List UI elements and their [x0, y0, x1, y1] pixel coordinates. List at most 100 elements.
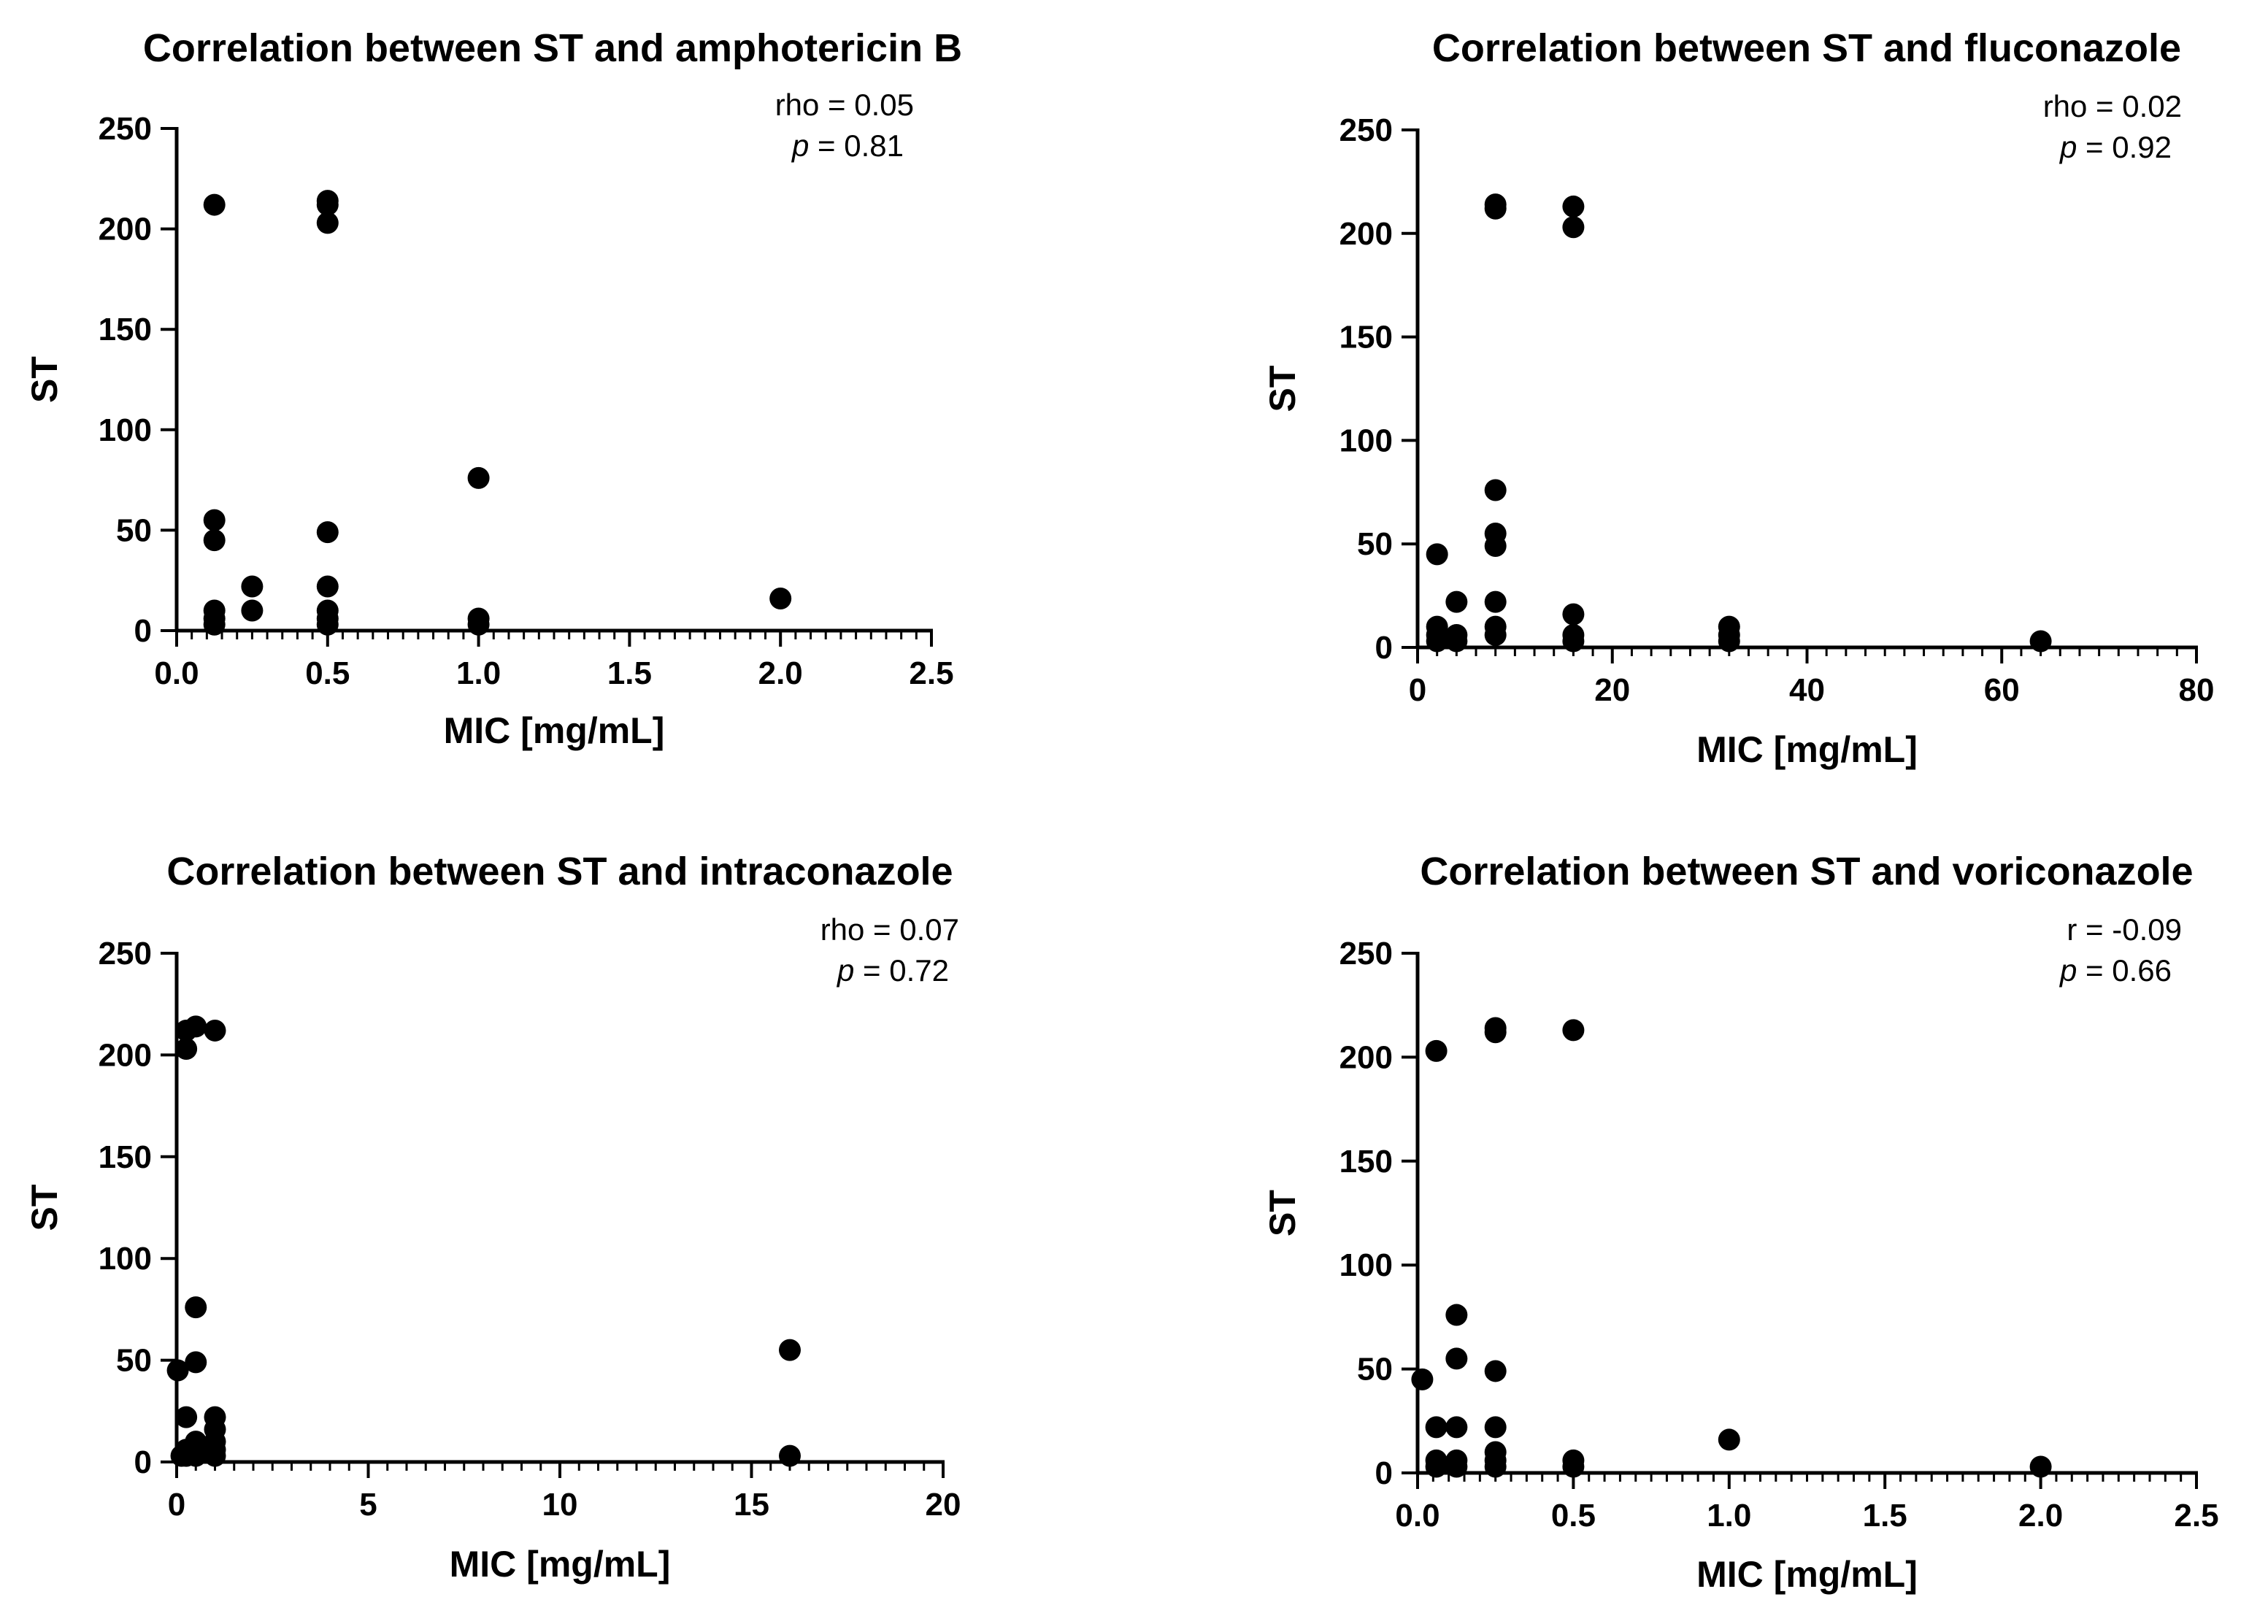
x-tick-label: 0.0	[154, 655, 199, 691]
x-tick-label: 2.5	[909, 655, 953, 691]
data-point	[203, 613, 226, 636]
y-tick-label: 50	[1357, 1352, 1393, 1388]
chart-title: Correlation between ST and amphotericin …	[143, 26, 962, 70]
data-point	[1718, 630, 1740, 653]
data-point	[1562, 603, 1585, 626]
x-tick-label: 80	[2179, 672, 2215, 708]
x-axis-label: MIC [mg/mL]	[1696, 1554, 1918, 1595]
correlation-coefficient: rho = 0.07	[820, 912, 959, 947]
data-point	[1484, 623, 1507, 646]
x-tick-label: 5	[359, 1487, 377, 1523]
data-point	[1484, 1455, 1507, 1478]
data-point	[316, 212, 339, 234]
data-point	[1562, 216, 1585, 239]
y-tick-label: 0	[134, 613, 152, 649]
y-tick-label: 50	[1357, 526, 1393, 562]
x-tick-label: 0	[1409, 672, 1426, 708]
y-tick-label: 200	[1339, 216, 1393, 252]
data-point	[1484, 479, 1507, 501]
y-tick-label: 50	[116, 512, 152, 548]
data-point	[185, 1296, 207, 1319]
y-tick-label: 100	[99, 412, 152, 448]
p-value: p = 0.66	[2059, 953, 2172, 988]
data-point	[316, 193, 339, 216]
y-tick-label: 250	[1339, 112, 1393, 148]
data-point	[1411, 1368, 1434, 1390]
data-point	[769, 587, 792, 609]
y-tick-label: 250	[99, 111, 152, 147]
y-axis-label: ST	[24, 356, 65, 403]
correlation-coefficient: rho = 0.02	[2043, 89, 2182, 123]
y-tick-label: 150	[1339, 1144, 1393, 1179]
p-value-number: = 0.81	[809, 128, 904, 163]
data-point	[2029, 1455, 2052, 1478]
data-point	[1562, 1455, 1585, 1478]
y-axis-label: ST	[1262, 1190, 1303, 1236]
chart-panel-3: Correlation between ST and intraconazole…	[24, 850, 961, 1585]
y-tick-label: 150	[99, 312, 152, 347]
x-tick-label: 1.5	[607, 655, 652, 691]
data-point	[1425, 1455, 1448, 1478]
data-point	[204, 1019, 226, 1042]
y-tick-label: 150	[99, 1139, 152, 1175]
x-tick-label: 0.0	[1395, 1498, 1439, 1533]
data-point	[185, 1015, 207, 1038]
correlation-coefficient: r = -0.09	[2067, 912, 2182, 947]
x-tick-label: 20	[926, 1487, 961, 1523]
y-tick-label: 100	[1339, 1247, 1393, 1283]
y-tick-label: 100	[1339, 423, 1393, 458]
data-point	[467, 613, 490, 636]
data-point	[1718, 1428, 1740, 1451]
x-tick-label: 1.5	[1863, 1498, 1907, 1533]
data-point	[1484, 1416, 1507, 1439]
data-point	[1425, 1416, 1448, 1439]
p-value-number: = 0.72	[854, 953, 949, 988]
y-tick-label: 0	[1375, 630, 1393, 666]
x-tick-label: 20	[1594, 672, 1630, 708]
chart-panel-2: Correlation between ST and fluconazole 0 2…	[1262, 26, 2214, 770]
data-point	[1562, 195, 1585, 218]
p-symbol: p	[2059, 130, 2077, 164]
chart-panel-4: Correlation between ST and voriconazole 0…	[1262, 850, 2219, 1595]
data-point	[316, 575, 339, 598]
x-tick-label: 1.0	[456, 655, 501, 691]
data-point	[204, 1444, 226, 1467]
data-point	[1484, 590, 1507, 613]
x-tick-label: 0.5	[305, 655, 350, 691]
data-point	[185, 1444, 207, 1467]
x-tick-label: 2.0	[758, 655, 803, 691]
y-tick-label: 50	[116, 1343, 152, 1379]
p-value: p = 0.92	[2059, 130, 2172, 164]
data-point	[203, 193, 226, 216]
data-point	[1445, 1455, 1468, 1478]
data-point	[1484, 535, 1507, 558]
y-tick-label: 0	[1375, 1455, 1393, 1491]
data-point	[1426, 543, 1448, 566]
x-tick-label: 40	[1789, 672, 1825, 708]
chart-title: Correlation between ST and voriconazole	[1420, 850, 2193, 893]
data-point	[166, 1359, 189, 1382]
data-point	[1445, 590, 1468, 613]
y-tick-label: 100	[99, 1241, 152, 1277]
y-tick-label: 150	[1339, 320, 1393, 355]
p-value-number: = 0.92	[2077, 130, 2172, 164]
x-axis-label: MIC [mg/mL]	[450, 1544, 671, 1585]
data-point	[2029, 630, 2052, 653]
data-point	[1445, 1416, 1468, 1439]
chart-panel-1: Correlation between ST and amphotericin …	[24, 26, 962, 751]
x-tick-label: 10	[542, 1487, 578, 1523]
data-point	[1445, 1304, 1468, 1326]
x-tick-label: 2.5	[2174, 1498, 2218, 1533]
x-axis-label: MIC [mg/mL]	[444, 710, 665, 751]
data-point	[175, 1038, 198, 1061]
y-axis-label: ST	[1262, 366, 1303, 412]
p-value: p = 0.81	[791, 128, 904, 163]
data-point	[241, 575, 264, 598]
data-point	[1484, 1021, 1507, 1044]
data-point	[1562, 630, 1585, 653]
y-tick-label: 200	[99, 1037, 152, 1073]
data-point	[241, 599, 264, 622]
y-tick-label: 200	[99, 212, 152, 247]
y-tick-label: 250	[99, 936, 152, 971]
